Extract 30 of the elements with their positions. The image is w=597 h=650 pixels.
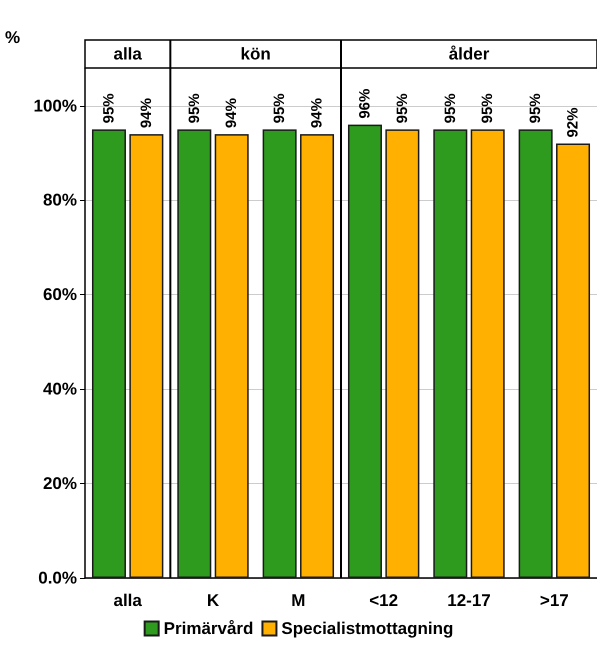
data-label: 95% xyxy=(271,93,288,124)
text: kön xyxy=(240,44,271,64)
data-label: 94% xyxy=(138,98,155,128)
y-tick-label: 40% xyxy=(42,380,77,399)
data-label: 95% xyxy=(186,93,203,124)
text: ålder xyxy=(448,44,490,64)
text: alla xyxy=(113,44,142,64)
legend-label: Primärvård xyxy=(164,619,254,638)
y-tick-label: 80% xyxy=(42,190,77,210)
data-label: 92% xyxy=(564,108,582,138)
data-label: 95% xyxy=(442,93,459,124)
x-tick-label: >17 xyxy=(540,591,569,610)
y-tick-label: 0.0% xyxy=(38,568,77,588)
x-tick-label: K xyxy=(206,591,220,610)
x-tick-label: <12 xyxy=(369,591,398,610)
data-label: 95% xyxy=(527,93,544,124)
y-tick-label: 100% xyxy=(34,96,77,116)
y-tick-label: 20% xyxy=(42,474,77,494)
data-label: 95% xyxy=(100,93,118,124)
x-tick-label: alla xyxy=(113,591,142,610)
x-tick-label: 12-17 xyxy=(447,591,491,610)
y-axis-title: % xyxy=(5,28,20,47)
x-tick-label: M xyxy=(291,591,306,610)
data-label: 94% xyxy=(223,98,240,128)
data-label: 95% xyxy=(394,93,411,124)
data-label: 95% xyxy=(479,93,496,124)
data-label: 96% xyxy=(356,88,374,119)
data-label: 94% xyxy=(308,98,326,128)
legend-label: Specialistmottagning xyxy=(281,619,454,638)
y-tick-label: 60% xyxy=(42,285,77,304)
